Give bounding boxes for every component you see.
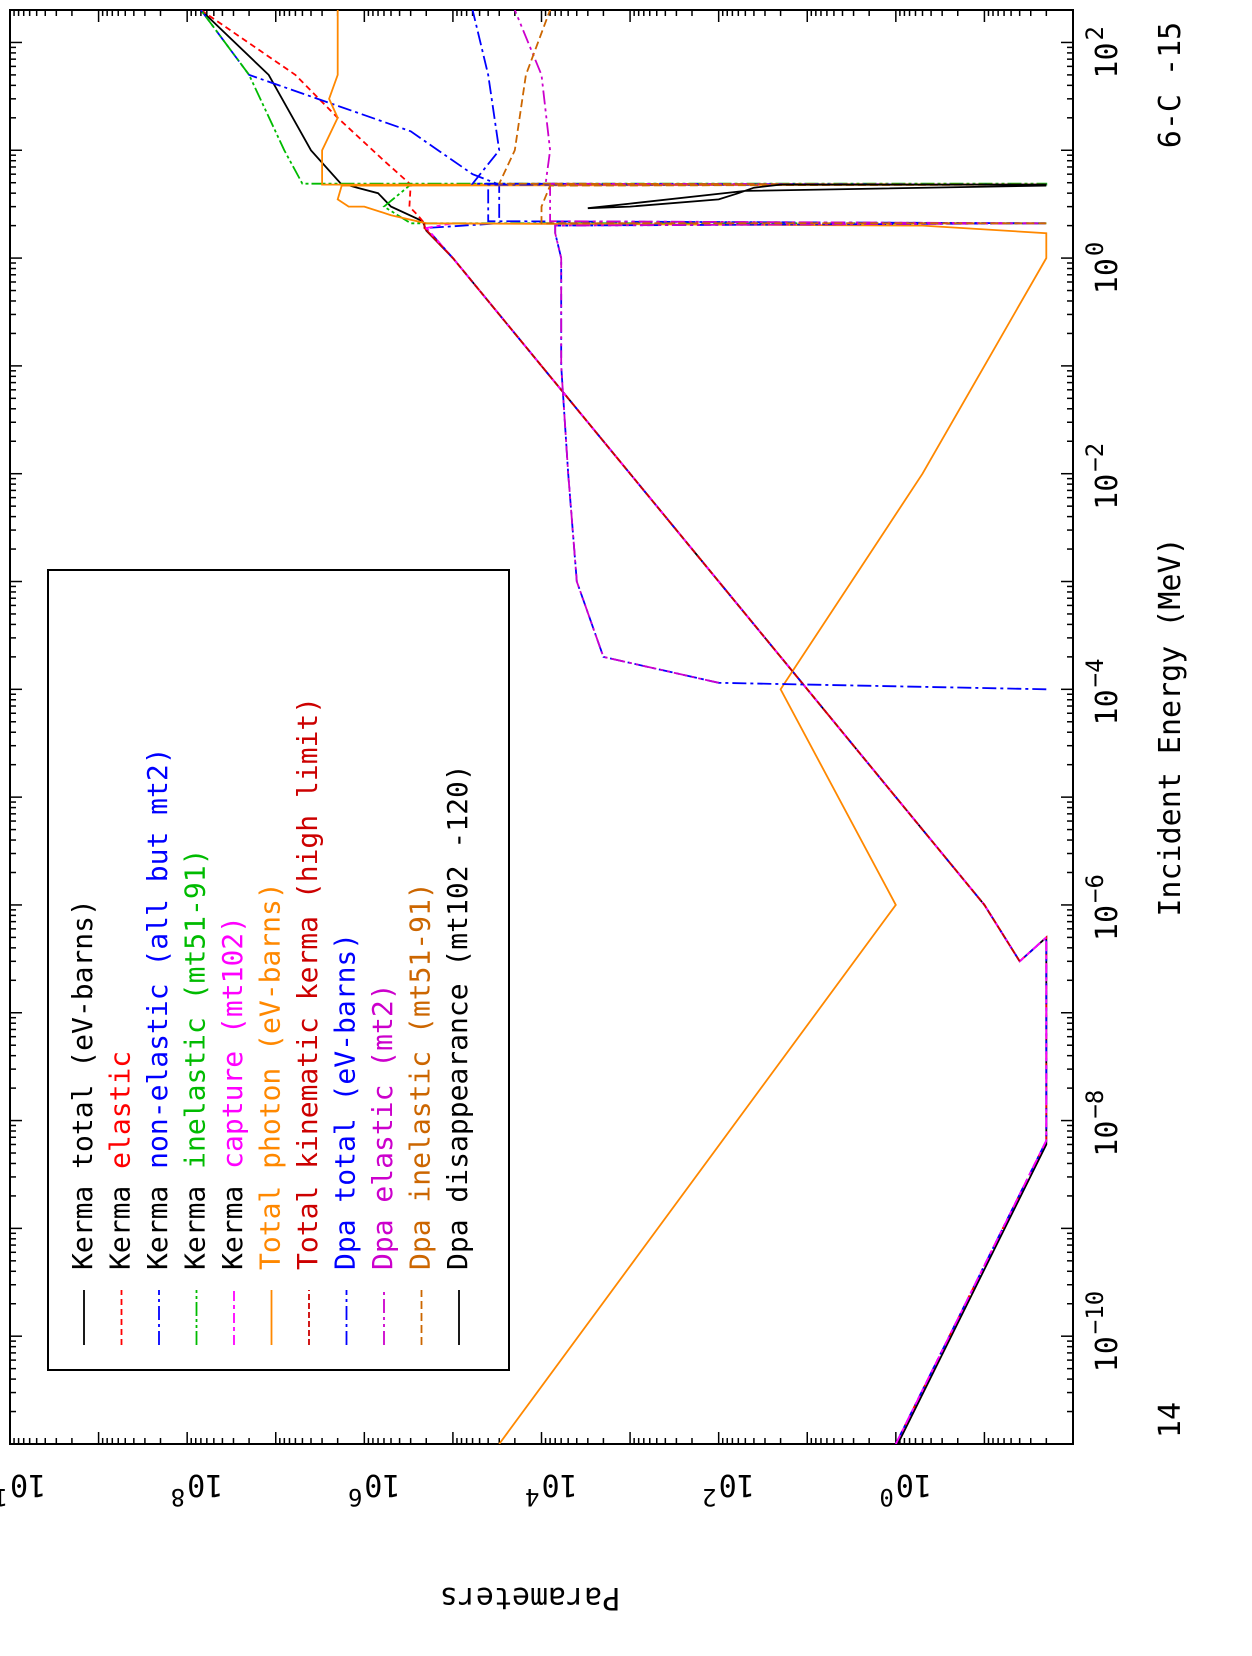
energy-tick-exponent: −8 (1081, 1090, 1109, 1119)
param-tick-exponent: 2 (702, 1483, 716, 1511)
legend: Kerma total (eV-barns)Kerma elasticKerma… (47, 569, 510, 1371)
series-layer (200, 10, 1048, 1444)
series-line-4 (424, 222, 1048, 1444)
series-line-5 (321, 10, 1048, 1444)
legend-label: Dpa disappearance (mt102 -120) (441, 764, 474, 1270)
param-tick-exponent: 10 (0, 1483, 8, 1511)
energy-tick-base: 10 (1090, 689, 1125, 725)
energy-tick-base: 10 (1090, 1121, 1125, 1157)
legend-prefix: Kerma (179, 1169, 212, 1270)
energy-tick-exponent: −4 (1081, 658, 1109, 687)
legend-entry: Kerma elastic (104, 1051, 137, 1270)
legend-prefix: Kerma (216, 1169, 249, 1270)
series-line-9 (497, 10, 1047, 225)
legend-label: Dpa total (eV-barns) (329, 933, 362, 1270)
energy-tick-base: 10 (1090, 474, 1125, 510)
param-tick-exponent: 8 (171, 1483, 185, 1511)
legend-label: non-elastic (all but mt2) (141, 747, 174, 1168)
x-axis-label: Incident Energy (MeV) (1153, 537, 1188, 916)
labels-layer: Incident Energy (MeV) Parameters 6-C -15… (440, 22, 1188, 1615)
legend-entry: Total photon (eV-barns) (254, 882, 287, 1270)
series-line-3 (200, 10, 1048, 225)
energy-tick-exponent: −10 (1081, 1291, 1109, 1334)
legend-entry: Dpa elastic (mt2) (366, 983, 399, 1270)
energy-tick-base: 10 (1090, 258, 1125, 294)
series-line-7 (470, 10, 1047, 691)
legend-label: Dpa elastic (mt2) (366, 983, 399, 1270)
energy-tick-exponent: −2 (1081, 443, 1109, 472)
legend-box (47, 569, 510, 1371)
legend-entry: Kerma capture (mt102) (216, 916, 249, 1270)
energy-tick-base: 10 (1090, 905, 1125, 941)
legend-entry: Kerma inelastic (mt51-91) (179, 849, 212, 1270)
legend-label: elastic (104, 1051, 137, 1169)
series-line-8 (513, 10, 1047, 684)
energy-tick-label: 100 (1081, 242, 1125, 295)
legend-entry: Kerma total (eV-barns) (66, 899, 99, 1270)
energy-tick-label: 10−2 (1081, 443, 1125, 510)
legend-label: Dpa inelastic (mt51-91) (404, 882, 437, 1270)
series-line-10 (587, 183, 1047, 210)
energy-tick-base: 10 (1090, 42, 1125, 78)
param-tick-exponent: 4 (525, 1483, 539, 1511)
legend-prefix: Kerma (141, 1169, 174, 1270)
energy-tick-label: 102 (1081, 26, 1125, 79)
param-tick-label: 106 (348, 1467, 401, 1511)
param-tick-exponent: 6 (348, 1483, 362, 1511)
y-axis-label: Parameters (440, 1580, 621, 1615)
param-tick-base: 10 (542, 1467, 578, 1502)
legend-label: Total photon (eV-barns) (254, 882, 287, 1270)
legend-entry: Dpa disappearance (mt102 -120) (441, 764, 474, 1270)
legend-label: capture (mt102) (216, 916, 249, 1169)
param-tick-base: 10 (10, 1467, 46, 1502)
energy-tick-exponent: −6 (1081, 874, 1109, 903)
energy-tick-base: 10 (1090, 1336, 1125, 1372)
param-tick-label: 108 (171, 1467, 224, 1511)
legend-label: Total kinematic kerma (high limit) (291, 697, 324, 1270)
legend-entry: Total kinematic kerma (high limit) (291, 697, 324, 1270)
legend-entry: Kerma non-elastic (all but mt2) (141, 747, 174, 1270)
material-label: 6-C -15 (1153, 22, 1188, 148)
series-line-6 (423, 223, 1021, 962)
legend-prefix: Kerma (66, 1169, 99, 1270)
param-tick-base: 10 (364, 1467, 400, 1502)
param-tick-exponent: 0 (879, 1483, 893, 1511)
param-tick-base: 10 (187, 1467, 223, 1502)
legend-prefix: Kerma (104, 1169, 137, 1270)
energy-tick-label: 10−8 (1081, 1090, 1125, 1157)
legend-entry: Dpa inelastic (mt51-91) (404, 882, 437, 1270)
param-tick-base: 10 (719, 1467, 755, 1502)
param-tick-base: 10 (896, 1467, 932, 1502)
param-tick-label: 102 (702, 1467, 755, 1511)
param-tick-label: 104 (525, 1467, 578, 1511)
legend-label: total (eV-barns) (66, 899, 99, 1169)
energy-tick-exponent: 2 (1081, 26, 1109, 40)
material-number: 14 (1153, 1402, 1188, 1438)
ticks-layer: 10−1010−810−610−410−21001021001021041061… (0, 9, 1125, 1511)
param-tick-label: 100 (879, 1467, 932, 1511)
energy-tick-label: 10−10 (1081, 1291, 1125, 1372)
legend-entry: Dpa total (eV-barns) (329, 933, 362, 1270)
energy-tick-label: 10−6 (1081, 874, 1125, 941)
legend-label: inelastic (mt51-91) (179, 849, 212, 1169)
energy-tick-label: 10−4 (1081, 658, 1125, 725)
energy-tick-exponent: 0 (1081, 242, 1109, 256)
